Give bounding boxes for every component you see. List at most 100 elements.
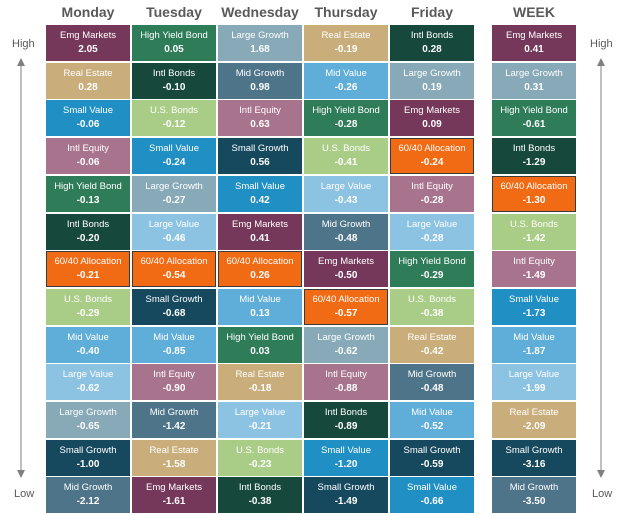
asset-return-value: 0.26 — [250, 270, 270, 281]
asset-name: Large Growth — [145, 181, 203, 192]
asset-name: Mid Value — [153, 332, 195, 343]
asset-return-value: 0.28 — [78, 82, 98, 93]
asset-name: U.S. Bonds — [235, 445, 285, 456]
asset-name: Mid Growth — [321, 219, 371, 230]
asset-cell: Large Value -1.99 — [492, 364, 576, 400]
asset-name: High Yield Bond — [500, 105, 568, 116]
asset-cell: U.S. Bonds -0.41 — [304, 138, 388, 174]
asset-name: High Yield Bond — [398, 256, 466, 267]
asset-cell: Small Growth -3.16 — [492, 440, 576, 476]
asset-cell: Mid Growth 0.98 — [218, 63, 302, 99]
asset-cell: High Yield Bond -0.13 — [46, 176, 130, 212]
asset-return-value: -0.10 — [162, 82, 186, 93]
asset-cell: Large Value -0.21 — [218, 402, 302, 438]
asset-name: U.S. Bonds — [149, 105, 199, 116]
asset-cell: 60/40 Allocation -1.30 — [492, 176, 576, 212]
asset-name: High Yield Bond — [54, 181, 122, 192]
asset-cell: 60/40 Allocation -0.21 — [46, 251, 130, 287]
asset-cell: Mid Value -0.85 — [132, 327, 216, 363]
asset-return-value: -0.06 — [76, 157, 100, 168]
asset-cell: Large Value -0.62 — [46, 364, 130, 400]
asset-cell: Large Growth 1.68 — [218, 25, 302, 61]
asset-name: Mid Value — [239, 294, 281, 305]
asset-cell: Mid Growth -0.48 — [304, 214, 388, 250]
asset-name: Emg Markets — [404, 105, 460, 116]
asset-cell: Intl Bonds -0.38 — [218, 477, 302, 513]
asset-name: Real Estate — [509, 407, 559, 418]
asset-name: Small Value — [407, 482, 457, 493]
asset-return-value: -0.65 — [76, 421, 100, 432]
asset-return-value: -0.24 — [162, 157, 186, 168]
asset-name: 60/40 Allocation — [500, 181, 568, 192]
asset-cell: Real Estate -1.58 — [132, 440, 216, 476]
asset-cell: Small Value 0.42 — [218, 176, 302, 212]
asset-name: Mid Growth — [509, 482, 559, 493]
asset-return-value: -0.50 — [334, 270, 358, 281]
asset-return-value: 0.19 — [422, 82, 442, 93]
asset-cell: Intl Bonds -0.10 — [132, 63, 216, 99]
asset-cell: Real Estate -0.18 — [218, 364, 302, 400]
asset-return-value: -0.38 — [248, 496, 272, 507]
asset-cell: Intl Bonds -0.89 — [304, 402, 388, 438]
asset-name: Large Growth — [403, 68, 461, 79]
asset-cell: 60/40 Allocation 0.26 — [218, 251, 302, 287]
asset-cell: U.S. Bonds -0.38 — [390, 289, 474, 325]
asset-name: Emg Markets — [60, 30, 116, 41]
asset-cell: 60/40 Allocation -0.24 — [390, 138, 474, 174]
asset-name: Mid Growth — [63, 482, 113, 493]
asset-cell: Intl Equity 0.63 — [218, 100, 302, 136]
asset-name: Intl Bonds — [324, 407, 368, 418]
asset-name: Large Value — [234, 407, 286, 418]
asset-return-value: 0.03 — [250, 346, 270, 357]
asset-return-value: -1.99 — [522, 383, 546, 394]
asset-cell: Intl Bonds -0.20 — [46, 214, 130, 250]
asset-name: Intl Equity — [513, 256, 555, 267]
asset-cell: Real Estate -2.09 — [492, 402, 576, 438]
asset-return-value: 2.05 — [78, 44, 98, 55]
asset-return-value: -0.06 — [76, 119, 100, 130]
asset-return-value: -0.85 — [162, 346, 186, 357]
asset-name: Large Value — [148, 219, 200, 230]
asset-name: Intl Bonds — [66, 219, 110, 230]
asset-cell: Small Value -1.20 — [304, 440, 388, 476]
asset-name: Small Value — [63, 105, 113, 116]
asset-name: Mid Value — [325, 68, 367, 79]
asset-cell: High Yield Bond 0.05 — [132, 25, 216, 61]
asset-cell: Emg Markets 0.09 — [390, 100, 474, 136]
asset-return-value: 0.42 — [250, 195, 270, 206]
asset-cell: Small Value -0.06 — [46, 100, 130, 136]
asset-return-value: 0.31 — [524, 82, 544, 93]
asset-name: Intl Equity — [239, 105, 281, 116]
asset-return-value: -0.42 — [420, 346, 444, 357]
asset-cell: Emg Markets 2.05 — [46, 25, 130, 61]
asset-name: Real Estate — [235, 369, 285, 380]
asset-cell: Mid Growth -2.12 — [46, 477, 130, 513]
asset-cell: Small Value -1.73 — [492, 289, 576, 325]
asset-name: Emg Markets — [232, 219, 288, 230]
asset-cell: 60/40 Allocation -0.54 — [132, 251, 216, 287]
asset-name: Large Growth — [317, 332, 375, 343]
asset-return-value: -0.54 — [162, 270, 186, 281]
asset-return-value: -0.12 — [162, 119, 186, 130]
asset-name: Intl Bonds — [410, 30, 454, 41]
asset-return-value: -2.09 — [522, 421, 546, 432]
column-header: Tuesday — [146, 4, 202, 20]
asset-name: Large Value — [406, 219, 458, 230]
asset-return-value: -1.30 — [522, 195, 546, 206]
asset-name: Large Growth — [505, 68, 563, 79]
asset-return-value: -1.42 — [162, 421, 186, 432]
asset-cell: Mid Growth -0.48 — [390, 364, 474, 400]
asset-name: Real Estate — [321, 30, 371, 41]
ranking-arrow-left — [17, 58, 25, 478]
asset-name: Small Value — [149, 143, 199, 154]
asset-name: U.S. Bonds — [321, 143, 371, 154]
asset-cell: Large Growth -0.65 — [46, 402, 130, 438]
asset-cell: Mid Value 0.13 — [218, 289, 302, 325]
asset-name: Small Value — [235, 181, 285, 192]
column-header: Monday — [61, 4, 115, 20]
asset-return-value: -0.61 — [522, 119, 546, 130]
asset-name: Intl Bonds — [512, 143, 556, 154]
asset-return-value: -0.89 — [334, 421, 358, 432]
asset-cell: U.S. Bonds -0.12 — [132, 100, 216, 136]
asset-cell: Mid Value -0.52 — [390, 402, 474, 438]
